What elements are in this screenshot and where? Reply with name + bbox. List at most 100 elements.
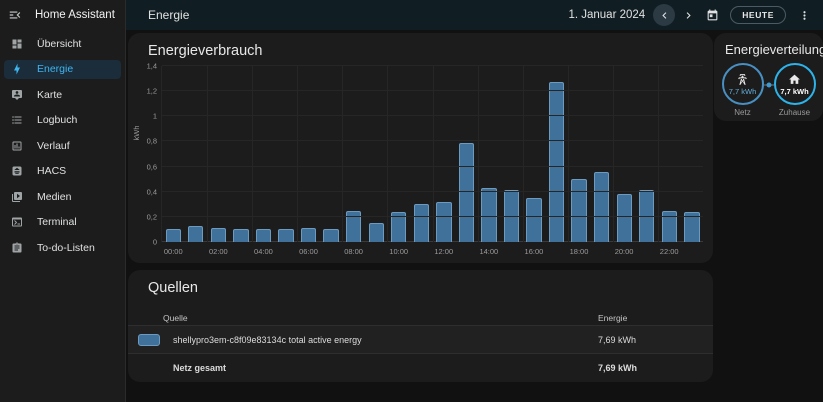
source-name: shellypro3em-c8f09e83134c total active e… bbox=[173, 335, 362, 345]
sources-table-header: Quelle Energie bbox=[128, 310, 713, 325]
content: Energieverbrauch kWh 00,20,40,60,811,21,… bbox=[126, 30, 823, 402]
grid-label: Netz bbox=[734, 108, 750, 117]
energy-flow-dot bbox=[766, 83, 771, 88]
sidebar-item-karte[interactable]: Karte bbox=[0, 85, 125, 109]
x-gridline bbox=[387, 66, 388, 242]
x-gridline bbox=[207, 66, 208, 242]
today-button[interactable]: HEUTE bbox=[730, 6, 786, 24]
source-name-cell: Netz gesamt bbox=[128, 363, 598, 373]
bar-03:00 bbox=[233, 229, 248, 242]
bar-17:00 bbox=[549, 82, 564, 242]
hacs-icon bbox=[11, 165, 23, 177]
sidebar-items: Übersicht Energie Karte Logbuch Verlauf HACS M… bbox=[0, 34, 125, 262]
sidebar-item-hacs[interactable]: HACS bbox=[0, 162, 125, 186]
x-tick-label: 12:00 bbox=[434, 247, 453, 256]
bar-16:00 bbox=[526, 198, 541, 242]
menu-toggle-icon[interactable] bbox=[8, 8, 22, 22]
bar-01:00 bbox=[188, 226, 203, 242]
sidebar-item-todo-listen[interactable]: To-do-Listen bbox=[0, 238, 125, 262]
sources-card-title: Quellen bbox=[148, 280, 198, 296]
sources-card: Quellen Quelle Energie shellypro3em-c8f0… bbox=[128, 270, 713, 382]
sources-table-rows: shellypro3em-c8f09e83134c total active e… bbox=[128, 325, 713, 381]
x-gridline bbox=[523, 66, 524, 242]
sidebar-item-terminal[interactable]: Terminal bbox=[0, 213, 125, 237]
x-tick-label: 18:00 bbox=[570, 247, 589, 256]
sidebar: Home Assistant Übersicht Energie Karte Logb… bbox=[0, 0, 126, 402]
sidebar-item-label: Terminal bbox=[37, 216, 77, 228]
distribution-nodes: 7,7 kWh Netz 7,7 kWh Zuhause bbox=[714, 63, 823, 117]
app-header: Energie 1. Januar 2024 HEUTE bbox=[126, 0, 823, 30]
column-header-source: Quelle bbox=[128, 313, 598, 323]
sidebar-item-medien[interactable]: Medien bbox=[0, 187, 125, 211]
x-tick-label: 14:00 bbox=[479, 247, 498, 256]
lightning-bolt-icon bbox=[11, 63, 23, 75]
page-title: Energie bbox=[148, 8, 189, 22]
x-tick-label: 08:00 bbox=[344, 247, 363, 256]
bar-06:00 bbox=[301, 228, 316, 242]
x-gridline bbox=[297, 66, 298, 242]
distribution-node-grid: 7,7 kWh Netz bbox=[722, 63, 764, 117]
sidebar-item-label: To-do-Listen bbox=[37, 242, 95, 254]
sidebar-item-label: Verlauf bbox=[37, 140, 70, 152]
chevron-right-icon bbox=[682, 9, 695, 22]
home-icon bbox=[788, 73, 801, 86]
x-gridline bbox=[342, 66, 343, 242]
sidebar-item-uebersicht[interactable]: Übersicht bbox=[0, 34, 125, 58]
sidebar-header: Home Assistant bbox=[0, 0, 125, 30]
home-circle[interactable]: 7,7 kWh bbox=[774, 63, 816, 105]
x-tick-label: 16:00 bbox=[525, 247, 544, 256]
sidebar-item-label: Übersicht bbox=[37, 38, 81, 50]
sidebar-item-logbuch[interactable]: Logbuch bbox=[0, 111, 125, 135]
previous-day-button[interactable] bbox=[653, 4, 675, 26]
source-name: Netz gesamt bbox=[173, 363, 226, 373]
consumption-chart: 00,20,40,60,811,21,400:0002:0004:0006:00… bbox=[161, 66, 703, 242]
x-tick-label: 02:00 bbox=[209, 247, 228, 256]
bar-04:00 bbox=[256, 229, 271, 242]
source-name-cell: shellypro3em-c8f09e83134c total active e… bbox=[128, 334, 598, 346]
format-list-bulleted-icon bbox=[11, 114, 23, 126]
energy-consumption-card: Energieverbrauch kWh 00,20,40,60,811,21,… bbox=[128, 33, 713, 263]
bar-02:00 bbox=[211, 228, 226, 242]
date-picker-button[interactable] bbox=[701, 4, 723, 26]
sidebar-item-label: Medien bbox=[37, 191, 71, 203]
chevron-left-icon bbox=[658, 9, 671, 22]
energy-distribution-card: Energieverteilung 7,7 kWhNetz7,7 kWhZuha… bbox=[714, 33, 823, 121]
bar-00:00 bbox=[166, 229, 181, 242]
sidebar-item-label: Logbuch bbox=[37, 114, 77, 126]
selected-date: 1. Januar 2024 bbox=[568, 9, 645, 21]
calendar-icon bbox=[706, 9, 719, 22]
x-tick-label: 20:00 bbox=[615, 247, 634, 256]
home-label: Zuhause bbox=[779, 108, 810, 117]
consumption-card-title: Energieverbrauch bbox=[148, 43, 262, 59]
distribution-node-home: 7,7 kWh Zuhause bbox=[774, 63, 816, 117]
app-title: Home Assistant bbox=[35, 9, 115, 21]
x-tick-label: 22:00 bbox=[660, 247, 679, 256]
x-gridline bbox=[252, 66, 253, 242]
play-box-multiple-icon bbox=[11, 191, 23, 203]
x-tick-label: 00:00 bbox=[164, 247, 183, 256]
y-tick-label: 1,2 bbox=[147, 87, 157, 96]
bar-13:00 bbox=[459, 143, 474, 242]
x-gridline bbox=[568, 66, 569, 242]
bar-05:00 bbox=[278, 229, 293, 242]
sidebar-item-label: Energie bbox=[37, 63, 73, 75]
y-tick-label: 0,6 bbox=[147, 162, 157, 171]
y-tick-label: 0,4 bbox=[147, 187, 157, 196]
home-energy-value: 7,7 kWh bbox=[780, 87, 808, 96]
x-gridline bbox=[433, 66, 434, 242]
y-tick-label: 0,8 bbox=[147, 137, 157, 146]
x-gridline bbox=[613, 66, 614, 242]
y-tick-label: 1 bbox=[153, 112, 157, 121]
energy-flow-line bbox=[764, 84, 774, 86]
next-day-button[interactable] bbox=[677, 4, 699, 26]
x-tick-label: 10:00 bbox=[389, 247, 408, 256]
x-tick-label: 06:00 bbox=[299, 247, 318, 256]
x-gridline bbox=[658, 66, 659, 242]
chart-box-icon bbox=[11, 140, 23, 152]
grid-circle[interactable]: 7,7 kWh bbox=[722, 63, 764, 105]
sidebar-item-energie[interactable]: Energie bbox=[0, 60, 125, 84]
source-row: Netz gesamt7,69 kWh bbox=[128, 353, 713, 381]
overflow-menu-button[interactable] bbox=[793, 4, 815, 26]
sidebar-item-verlauf[interactable]: Verlauf bbox=[0, 136, 125, 160]
y-axis-label: kWh bbox=[132, 126, 141, 141]
